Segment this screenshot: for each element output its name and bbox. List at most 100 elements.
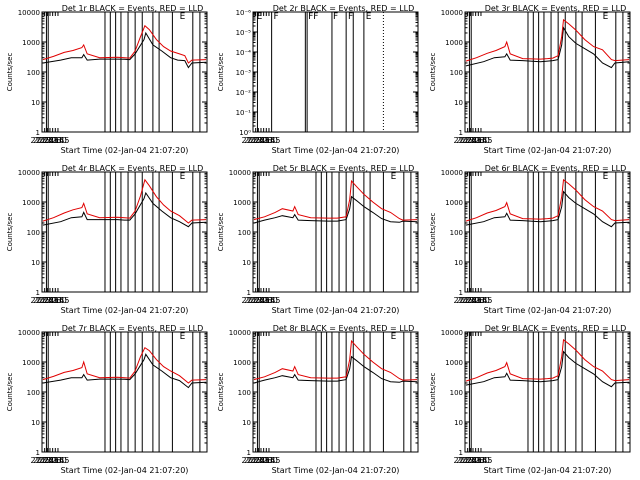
series-line-lld — [465, 178, 630, 222]
plot-frame — [41, 331, 208, 453]
x-tick-label: 21:30 — [456, 136, 479, 145]
x-tick-label: 22:00 — [461, 136, 484, 145]
x-tick-label: 22:00 — [249, 136, 272, 145]
y-tick-label: 10 — [454, 99, 463, 107]
x-tick-label: 22:45 — [469, 296, 492, 305]
panel-title: Det 3r BLACK = Events, RED = LLD — [485, 4, 627, 13]
x-tick-label: 21:30 — [456, 456, 479, 465]
flag-label: E — [180, 12, 186, 22]
y-tick-label: 10 — [454, 259, 463, 267]
panel-title: Det 4r BLACK = Events, RED = LLD — [62, 164, 204, 173]
x-tick-label: 21:30 — [33, 456, 56, 465]
x-tick-label: 22:45 — [46, 296, 69, 305]
y-axis-label: Counts/sec — [429, 373, 437, 412]
plot-frame — [41, 11, 208, 133]
x-tick-label: 22:00 — [38, 456, 61, 465]
panel-title: Det 1r BLACK = Events, RED = LLD — [62, 4, 204, 13]
x-tick-label: 21:45 — [247, 136, 270, 145]
y-tick-label: 10000 — [18, 329, 40, 337]
y-tick-label: 100 — [238, 229, 251, 237]
flag-label: F — [348, 12, 353, 22]
series-line-lld — [465, 18, 630, 62]
x-tick-label: 22:30 — [255, 136, 278, 145]
y-axis-label: Counts/sec — [217, 373, 225, 412]
flag-label: E — [603, 332, 609, 342]
series-line-lld — [253, 179, 418, 221]
x-tick-label: 21:30 — [244, 296, 267, 305]
y-axis-label: Counts/sec — [6, 373, 14, 412]
series-line-lld — [465, 338, 630, 382]
x-tick-label: 21:30 — [33, 136, 56, 145]
y-tick-label: 10⁻³ — [236, 69, 252, 77]
series-line-lld — [42, 24, 207, 64]
y-tick-label: 10000 — [18, 169, 40, 177]
plot-frame — [464, 11, 631, 133]
y-tick-label: 10⁻⁵ — [236, 29, 252, 37]
y-tick-label: 1 — [459, 289, 463, 297]
y-axis-label: Counts/sec — [429, 53, 437, 92]
x-tick-label: 21:30 — [244, 456, 267, 465]
x-tick-label: 22:00 — [461, 296, 484, 305]
y-axis-label: Counts/sec — [429, 213, 437, 252]
x-axis-label: Start Time (02-Jan-04 21:07:20) — [484, 466, 612, 475]
panel-title: Det 8r BLACK = Events, RED = LLD — [273, 324, 415, 333]
x-axis-label: Start Time (02-Jan-04 21:07:20) — [61, 466, 189, 475]
x-tick-label: 22:00 — [249, 456, 272, 465]
x-tick-label: 21:45 — [247, 456, 270, 465]
y-tick-label: 1 — [459, 129, 463, 137]
x-tick-label: 22:15 — [252, 296, 275, 305]
x-tick-label: 22:15 — [464, 296, 487, 305]
x-axis-label: Start Time (02-Jan-04 21:07:20) — [272, 306, 400, 315]
x-tick-label: 21:30 — [456, 296, 479, 305]
y-tick-label: 100 — [450, 389, 463, 397]
x-tick-label: 21:45 — [459, 456, 482, 465]
y-axis-label: Counts/sec — [217, 213, 225, 252]
x-tick-label: 22:00 — [38, 136, 61, 145]
x-tick-label: 21:15 — [453, 296, 476, 305]
x-tick-label: 22:00 — [461, 456, 484, 465]
y-tick-label: 10 — [242, 259, 251, 267]
x-tick-label: 21:30 — [33, 296, 56, 305]
y-tick-label: 100 — [238, 389, 251, 397]
series-line-events — [465, 26, 630, 69]
panel-title: Det 7r BLACK = Events, RED = LLD — [62, 324, 204, 333]
x-tick-label: 22:15 — [41, 456, 64, 465]
x-tick-label: 22:45 — [257, 456, 280, 465]
y-tick-label: 10000 — [441, 9, 463, 17]
y-tick-label: 1000 — [445, 39, 463, 47]
x-tick-label: 22:45 — [46, 136, 69, 145]
x-tick-label: 22:30 — [467, 136, 490, 145]
y-tick-label: 10 — [31, 259, 40, 267]
x-tick-label: 22:45 — [257, 136, 280, 145]
x-tick-label: 21:45 — [36, 456, 59, 465]
x-tick-label: 21:45 — [36, 136, 59, 145]
x-tick-label: 21:30 — [244, 136, 267, 145]
flag-label: E — [603, 172, 609, 182]
y-tick-label: 1 — [36, 289, 40, 297]
y-tick-label: 1 — [247, 289, 251, 297]
x-tick-label: 21:15 — [241, 136, 264, 145]
y-tick-label: 1000 — [445, 359, 463, 367]
x-tick-label: 22:45 — [257, 296, 280, 305]
y-tick-label: 1000 — [22, 359, 40, 367]
y-tick-label: 100 — [27, 69, 40, 77]
x-tick-label: 22:00 — [249, 296, 272, 305]
plot-frame — [464, 331, 631, 453]
flag-label: E — [391, 172, 397, 182]
y-tick-label: 1000 — [233, 199, 251, 207]
x-axis-label: Start Time (02-Jan-04 21:07:20) — [272, 146, 400, 155]
y-tick-label: 100 — [27, 229, 40, 237]
y-tick-label: 1000 — [233, 359, 251, 367]
x-tick-label: 22:15 — [41, 136, 64, 145]
y-tick-label: 100 — [27, 389, 40, 397]
x-tick-label: 22:45 — [469, 136, 492, 145]
x-tick-label: 22:30 — [44, 296, 67, 305]
series-line-events — [465, 190, 630, 228]
